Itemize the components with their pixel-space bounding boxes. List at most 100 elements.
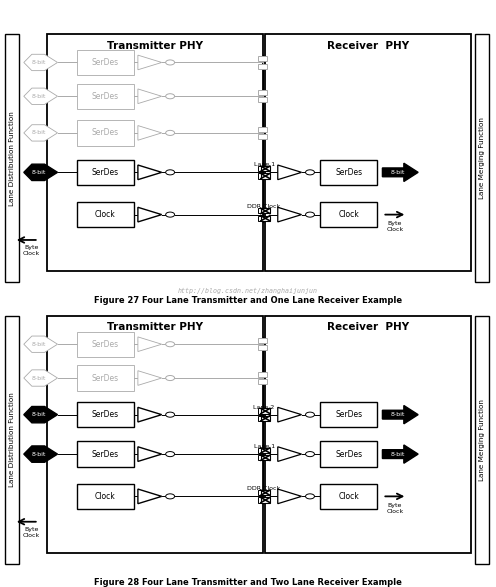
Text: 8-bit: 8-bit (31, 130, 46, 136)
Polygon shape (138, 337, 162, 352)
Bar (258, 379, 267, 384)
Text: http://blog.csdn.net/zhanghaijunjun: http://blog.csdn.net/zhanghaijunjun (178, 288, 318, 294)
Text: DDR Clock: DDR Clock (248, 204, 281, 210)
Bar (261, 216, 270, 221)
Polygon shape (24, 124, 58, 141)
Bar (265, 316, 471, 553)
Text: 8-bit: 8-bit (391, 170, 405, 175)
Polygon shape (138, 371, 162, 385)
Bar (258, 338, 267, 343)
Text: Clock: Clock (95, 492, 116, 501)
Text: Lane 2: Lane 2 (253, 404, 275, 410)
Text: Receiver  PHY: Receiver PHY (327, 41, 409, 50)
Polygon shape (138, 126, 162, 140)
Bar (258, 490, 267, 495)
Bar (475, 34, 489, 282)
Circle shape (166, 494, 175, 499)
Circle shape (166, 94, 175, 99)
Polygon shape (24, 406, 58, 423)
Bar (258, 216, 267, 221)
Polygon shape (382, 163, 418, 181)
Circle shape (166, 130, 175, 136)
Text: SerDes: SerDes (335, 410, 363, 419)
Bar (77, 50, 134, 75)
Polygon shape (24, 164, 58, 181)
Circle shape (306, 212, 314, 217)
Polygon shape (382, 445, 418, 463)
Text: 8-bit: 8-bit (31, 342, 46, 347)
Circle shape (306, 494, 314, 499)
Bar (77, 332, 134, 357)
Bar (258, 56, 267, 61)
Text: DDR Clock: DDR Clock (248, 486, 281, 491)
Bar (258, 456, 267, 460)
Polygon shape (138, 447, 162, 461)
Text: Lane Merging Function: Lane Merging Function (479, 399, 485, 481)
Polygon shape (278, 165, 302, 180)
Circle shape (166, 60, 175, 65)
Bar (320, 441, 377, 467)
Bar (77, 83, 134, 109)
Text: SerDes: SerDes (92, 450, 119, 458)
Text: SerDes: SerDes (335, 450, 363, 458)
Bar (258, 63, 267, 69)
Polygon shape (138, 165, 162, 180)
Text: Byte
Clock: Byte Clock (23, 527, 40, 538)
Bar (320, 402, 377, 427)
Polygon shape (24, 370, 58, 386)
Text: 8-bit: 8-bit (391, 451, 405, 457)
Bar (258, 498, 267, 502)
Bar (258, 416, 267, 421)
Circle shape (306, 451, 314, 457)
Bar (261, 490, 270, 495)
Polygon shape (278, 207, 302, 222)
Polygon shape (24, 336, 58, 352)
Polygon shape (138, 207, 162, 222)
Text: Clock: Clock (95, 210, 116, 219)
Polygon shape (24, 88, 58, 104)
Bar (47, 34, 263, 271)
Bar (5, 34, 19, 282)
Bar (258, 208, 267, 214)
Circle shape (166, 412, 175, 417)
Bar (261, 448, 270, 453)
Bar (258, 174, 267, 178)
Bar (261, 174, 270, 178)
Circle shape (306, 170, 314, 175)
Text: Byte
Clock: Byte Clock (386, 503, 403, 514)
Text: Lane Distribution Function: Lane Distribution Function (9, 393, 15, 487)
Bar (77, 441, 134, 467)
Text: Byte
Clock: Byte Clock (386, 221, 403, 232)
Text: Lane 1: Lane 1 (253, 444, 275, 449)
Circle shape (166, 451, 175, 457)
Polygon shape (382, 406, 418, 424)
Text: SerDes: SerDes (92, 410, 119, 419)
Polygon shape (278, 447, 302, 461)
Bar (320, 160, 377, 185)
Text: SerDes: SerDes (92, 373, 119, 383)
Text: Transmitter PHY: Transmitter PHY (107, 41, 203, 50)
Bar (261, 416, 270, 421)
Bar (261, 498, 270, 502)
Text: SerDes: SerDes (92, 168, 119, 177)
Polygon shape (24, 446, 58, 463)
Bar (258, 345, 267, 350)
Polygon shape (278, 407, 302, 422)
Text: Byte
Clock: Byte Clock (23, 245, 40, 256)
Bar (265, 34, 471, 271)
Text: 8-bit: 8-bit (391, 412, 405, 417)
Text: SerDes: SerDes (92, 340, 119, 349)
Bar (261, 456, 270, 460)
Bar (77, 120, 134, 146)
Bar (77, 365, 134, 391)
Circle shape (166, 376, 175, 380)
Text: 8-bit: 8-bit (31, 170, 46, 175)
Circle shape (166, 342, 175, 347)
Bar (5, 316, 19, 564)
Bar (320, 484, 377, 509)
Text: Clock: Clock (339, 492, 359, 501)
Text: SerDes: SerDes (335, 168, 363, 177)
Bar (261, 166, 270, 171)
Bar (47, 316, 263, 553)
Bar (77, 484, 134, 509)
